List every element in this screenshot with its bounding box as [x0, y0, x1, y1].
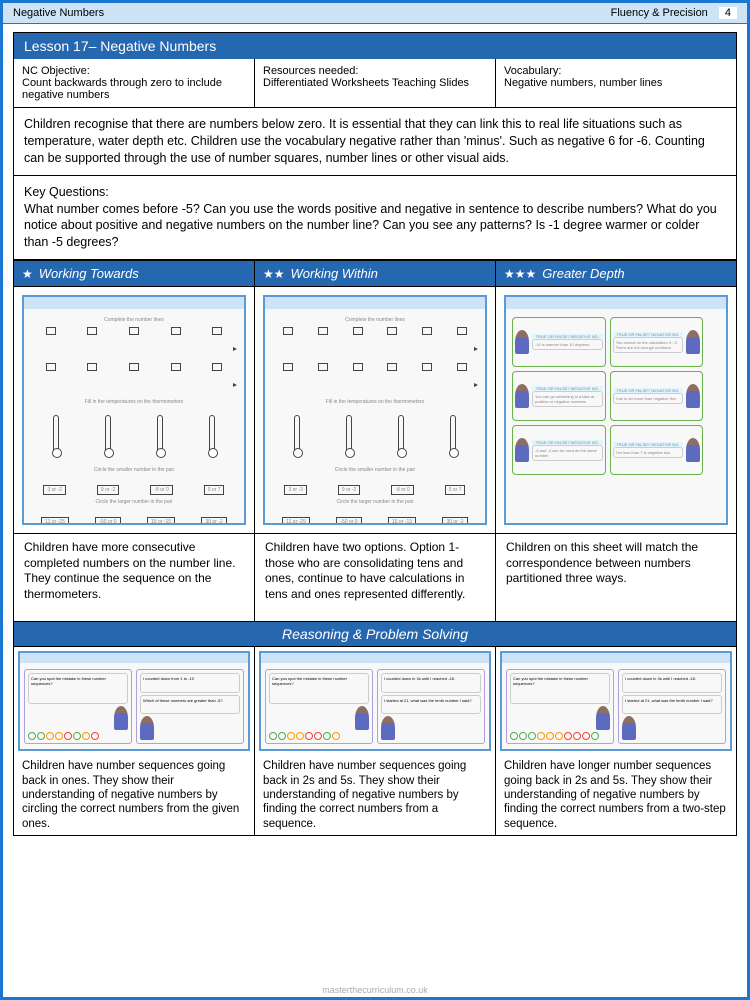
depth-header: ★★★Greater Depth [495, 261, 736, 287]
lesson-title: Lesson 17– Negative Numbers [13, 32, 737, 59]
vocab-box: Vocabulary: Negative numbers, number lin… [495, 59, 736, 107]
page-number: 4 [719, 7, 737, 19]
levels-header-row: ★Working Towards ★★Working Within ★★★Gre… [13, 260, 737, 287]
rps-thumb-2: Can you spot the mistake in these number… [259, 651, 491, 751]
depth-desc: Children on this sheet will match the co… [495, 533, 736, 621]
key-questions-box: Key Questions: What number comes before … [13, 176, 737, 261]
towards-header: ★Working Towards [14, 261, 254, 287]
depth-cell: TRUE OR FALSE? NEGATIVE NO.-10 is warmer… [495, 287, 736, 533]
top-bar: Negative Numbers Fluency & Precision 4 [3, 3, 747, 24]
objective-box: NC Objective: Count backwards through ze… [14, 59, 254, 107]
description: Children recognise that there are number… [13, 108, 737, 176]
vocab-label: Vocabulary: [504, 65, 728, 77]
rps-desc-1: Children have number sequences going bac… [14, 755, 254, 835]
rps-cell-1: Can you spot the mistake in these number… [14, 647, 254, 835]
footer: masterthecurriculum.co.uk [3, 983, 747, 997]
rps-row: Can you spot the mistake in these number… [13, 647, 737, 836]
page-content: Lesson 17– Negative Numbers NC Objective… [3, 24, 747, 983]
topic-left: Negative Numbers [13, 7, 104, 19]
rps-cell-3: Can you spot the mistake in these number… [495, 647, 736, 835]
towards-cell: Complete the number lines Fill in the te… [14, 287, 254, 533]
objective-label: NC Objective: [22, 65, 246, 77]
within-header: ★★Working Within [254, 261, 495, 287]
rps-desc-3: Children have longer number sequences go… [496, 755, 736, 835]
star-icon: ★ [22, 267, 33, 281]
within-thumbnail: Complete the number lines Fill in the te… [263, 295, 487, 525]
star-icon: ★★★ [504, 267, 536, 281]
rps-thumb-1: Can you spot the mistake in these number… [18, 651, 250, 751]
objective-text: Count backwards through zero to include … [22, 77, 246, 101]
meta-row: NC Objective: Count backwards through ze… [13, 59, 737, 108]
rps-desc-2: Children have number sequences going bac… [255, 755, 495, 835]
within-cell: Complete the number lines Fill in the te… [254, 287, 495, 533]
towards-thumbnail: Complete the number lines Fill in the te… [22, 295, 246, 525]
rps-cell-2: Can you spot the mistake in these number… [254, 647, 495, 835]
resources-label: Resources needed: [263, 65, 487, 77]
resources-box: Resources needed: Differentiated Workshe… [254, 59, 495, 107]
levels-thumbs-row: Complete the number lines Fill in the te… [13, 287, 737, 533]
key-questions-label: Key Questions: [24, 184, 726, 201]
key-questions: What number comes before -5? Can you use… [24, 201, 726, 252]
towards-desc: Children have more consecutive completed… [14, 533, 254, 621]
vocab-text: Negative numbers, number lines [504, 77, 728, 89]
rps-thumb-3: Can you spot the mistake in these number… [500, 651, 732, 751]
topic-right: Fluency & Precision 4 [611, 7, 737, 19]
resources-text: Differentiated Worksheets Teaching Slide… [263, 77, 487, 89]
rps-heading: Reasoning & Problem Solving [13, 622, 737, 647]
star-icon: ★★ [263, 267, 285, 281]
within-desc: Children have two options. Option 1- tho… [254, 533, 495, 621]
levels-desc-row: Children have more consecutive completed… [13, 533, 737, 622]
depth-thumbnail: TRUE OR FALSE? NEGATIVE NO.-10 is warmer… [504, 295, 728, 525]
